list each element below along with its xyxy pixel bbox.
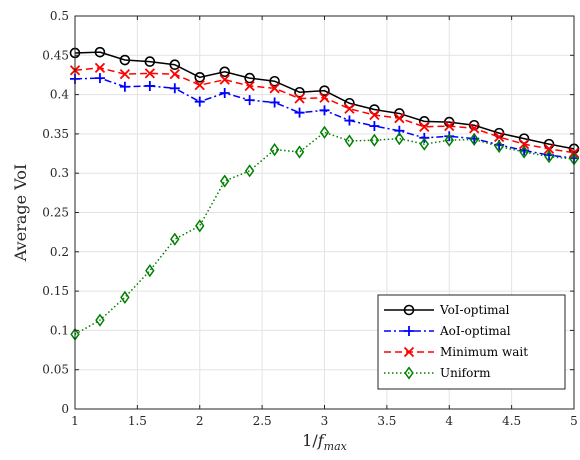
y-tick-label: 0.4 bbox=[50, 88, 69, 102]
legend-label: AoI-optimal bbox=[439, 324, 511, 338]
y-tick-label: 0.1 bbox=[50, 323, 69, 337]
y-tick-label: 0.3 bbox=[50, 166, 69, 180]
y-tick-label: 0.45 bbox=[42, 48, 69, 62]
legend-label: VoI-optimal bbox=[439, 303, 510, 317]
x-tick-label: 5 bbox=[570, 414, 578, 428]
y-tick-label: 0.2 bbox=[50, 245, 69, 259]
y-tick-label: 0.35 bbox=[42, 127, 69, 141]
x-tick-label: 4.5 bbox=[502, 414, 521, 428]
x-tick-label: 3.5 bbox=[377, 414, 396, 428]
x-tick-label: 4 bbox=[445, 414, 453, 428]
y-tick-label: 0 bbox=[61, 402, 69, 416]
x-axis-label-subscript: max bbox=[324, 440, 348, 453]
legend: VoI-optimal AoI-optimal Minimum wait Unifor… bbox=[378, 295, 565, 389]
x-tick-label: 1.5 bbox=[128, 414, 147, 428]
y-tick-label: 0.15 bbox=[42, 284, 69, 298]
x-tick-label: 1 bbox=[71, 414, 79, 428]
x-tick-label: 2 bbox=[196, 414, 204, 428]
x-tick-label: 3 bbox=[321, 414, 329, 428]
x-tick-label: 2.5 bbox=[253, 414, 272, 428]
x-axis-label-prefix: 1/ bbox=[302, 431, 318, 450]
legend-label: Minimum wait bbox=[440, 345, 528, 359]
legend-label: Uniform bbox=[440, 366, 491, 380]
y-tick-label: 0.5 bbox=[50, 9, 69, 23]
y-axis-label: Average VoI bbox=[11, 164, 30, 262]
y-tick-label: 0.05 bbox=[42, 363, 69, 377]
y-tick-label: 0.25 bbox=[42, 206, 69, 220]
